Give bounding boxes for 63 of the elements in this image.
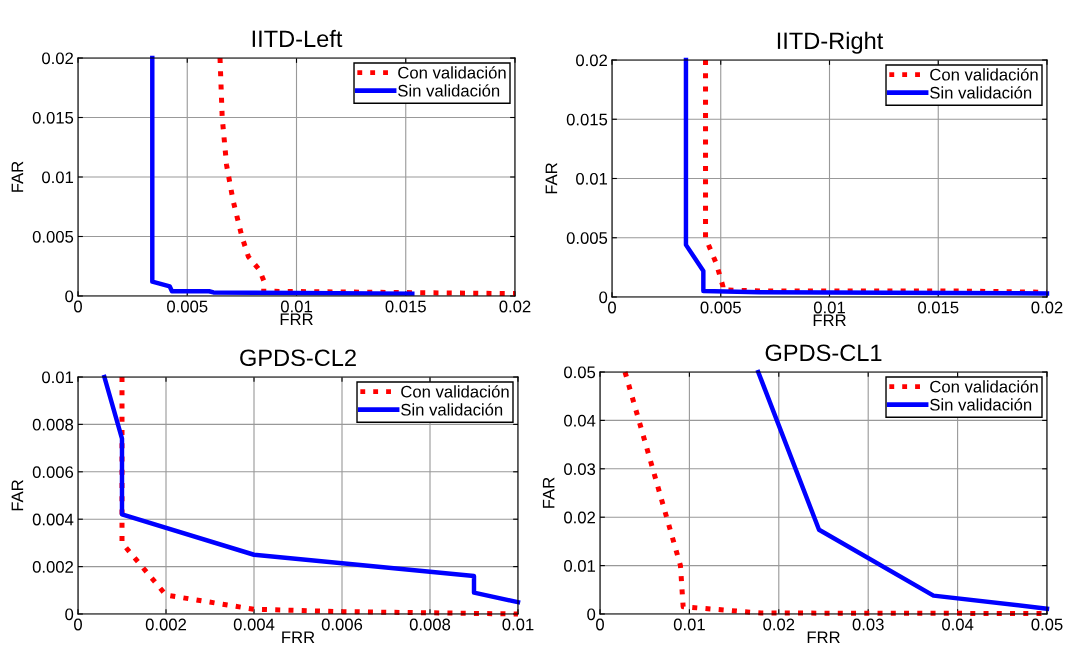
y-axis-title: FAR (11, 480, 24, 511)
y-tick-label: 0.004 (32, 513, 74, 526)
x-tick-label: 0.015 (385, 300, 426, 313)
x-tick-label: 0 (74, 300, 82, 313)
y-tick-label: 0.01 (564, 560, 596, 572)
chart-title: GPDS-CL2 (240, 349, 356, 367)
y-tick-label: 0.02 (564, 511, 595, 524)
y-tick-label: 0.02 (42, 52, 73, 65)
x-tick-label: 0.04 (942, 618, 974, 631)
legend-label: Sin validación (398, 84, 500, 97)
x-axis-title: FRR (282, 631, 315, 643)
y-tick-label: 0.01 (42, 171, 74, 184)
chart-title: GPDS-CL1 (765, 344, 882, 362)
y-tick-label: 0.01 (576, 172, 608, 185)
legend-label: Con validación (401, 385, 509, 398)
x-tick-label: 0.03 (852, 618, 884, 631)
x-tick-label: 0.015 (918, 301, 959, 314)
x-tick-label: 0.01 (502, 618, 534, 631)
y-tick-label: 0.04 (564, 414, 596, 427)
x-tick-label: 0.01 (813, 301, 845, 314)
y-tick-label: 0.05 (564, 366, 596, 379)
x-tick-label: 0.02 (499, 300, 531, 313)
x-tick-label: 0.008 (409, 618, 451, 631)
y-tick-label: 0.006 (32, 466, 74, 478)
x-tick-label: 0.05 (1031, 618, 1063, 631)
y-tick-label: 0.015 (566, 113, 608, 126)
x-tick-label: 0.02 (1031, 301, 1063, 314)
y-tick-label: 0.008 (32, 418, 74, 431)
y-axis-title: FAR (11, 161, 24, 192)
x-tick-label: 0.005 (167, 300, 208, 313)
x-axis-title: FRR (807, 631, 840, 643)
x-tick-label: 0.01 (673, 618, 705, 631)
legend-label: Con validación (398, 66, 506, 79)
x-tick-label: 0.005 (700, 301, 741, 314)
y-tick-label: 0 (65, 290, 74, 303)
y-tick-label: 0 (65, 608, 74, 621)
y-tick-label: 0.03 (564, 463, 596, 475)
y-axis-title: FAR (545, 163, 558, 194)
x-axis-title: FRR (280, 313, 313, 325)
y-axis-title: FAR (542, 477, 555, 508)
x-tick-label: 0.002 (145, 618, 187, 631)
y-tick-label: 0.005 (566, 232, 608, 244)
chart-title: IITD-Left (252, 29, 343, 48)
y-tick-label: 0.015 (32, 111, 74, 124)
chart-title: IITD-Right (777, 31, 884, 54)
y-tick-label: 0.02 (576, 54, 607, 67)
legend-label: Con validación (930, 380, 1038, 393)
x-tick-label: 0 (608, 301, 616, 314)
legend-label: Sin validación (401, 403, 503, 416)
y-tick-label: 0.002 (32, 561, 73, 573)
y-tick-label: 0 (599, 291, 608, 304)
x-tick-label: 0.006 (321, 618, 363, 631)
x-tick-label: 0.02 (763, 618, 795, 631)
legend-label: Con validación (930, 68, 1038, 81)
y-tick-label: 0 (587, 608, 596, 621)
y-tick-label: 0.01 (42, 371, 74, 384)
y-tick-label: 0.005 (32, 230, 74, 243)
x-axis-title: FRR (813, 314, 846, 326)
x-tick-label: 0.01 (280, 300, 312, 313)
legend-label: Sin validación (930, 398, 1032, 411)
legend-label: Sin validación (930, 86, 1032, 99)
x-tick-label: 0.004 (233, 618, 275, 631)
x-tick-label: 0 (74, 618, 82, 631)
